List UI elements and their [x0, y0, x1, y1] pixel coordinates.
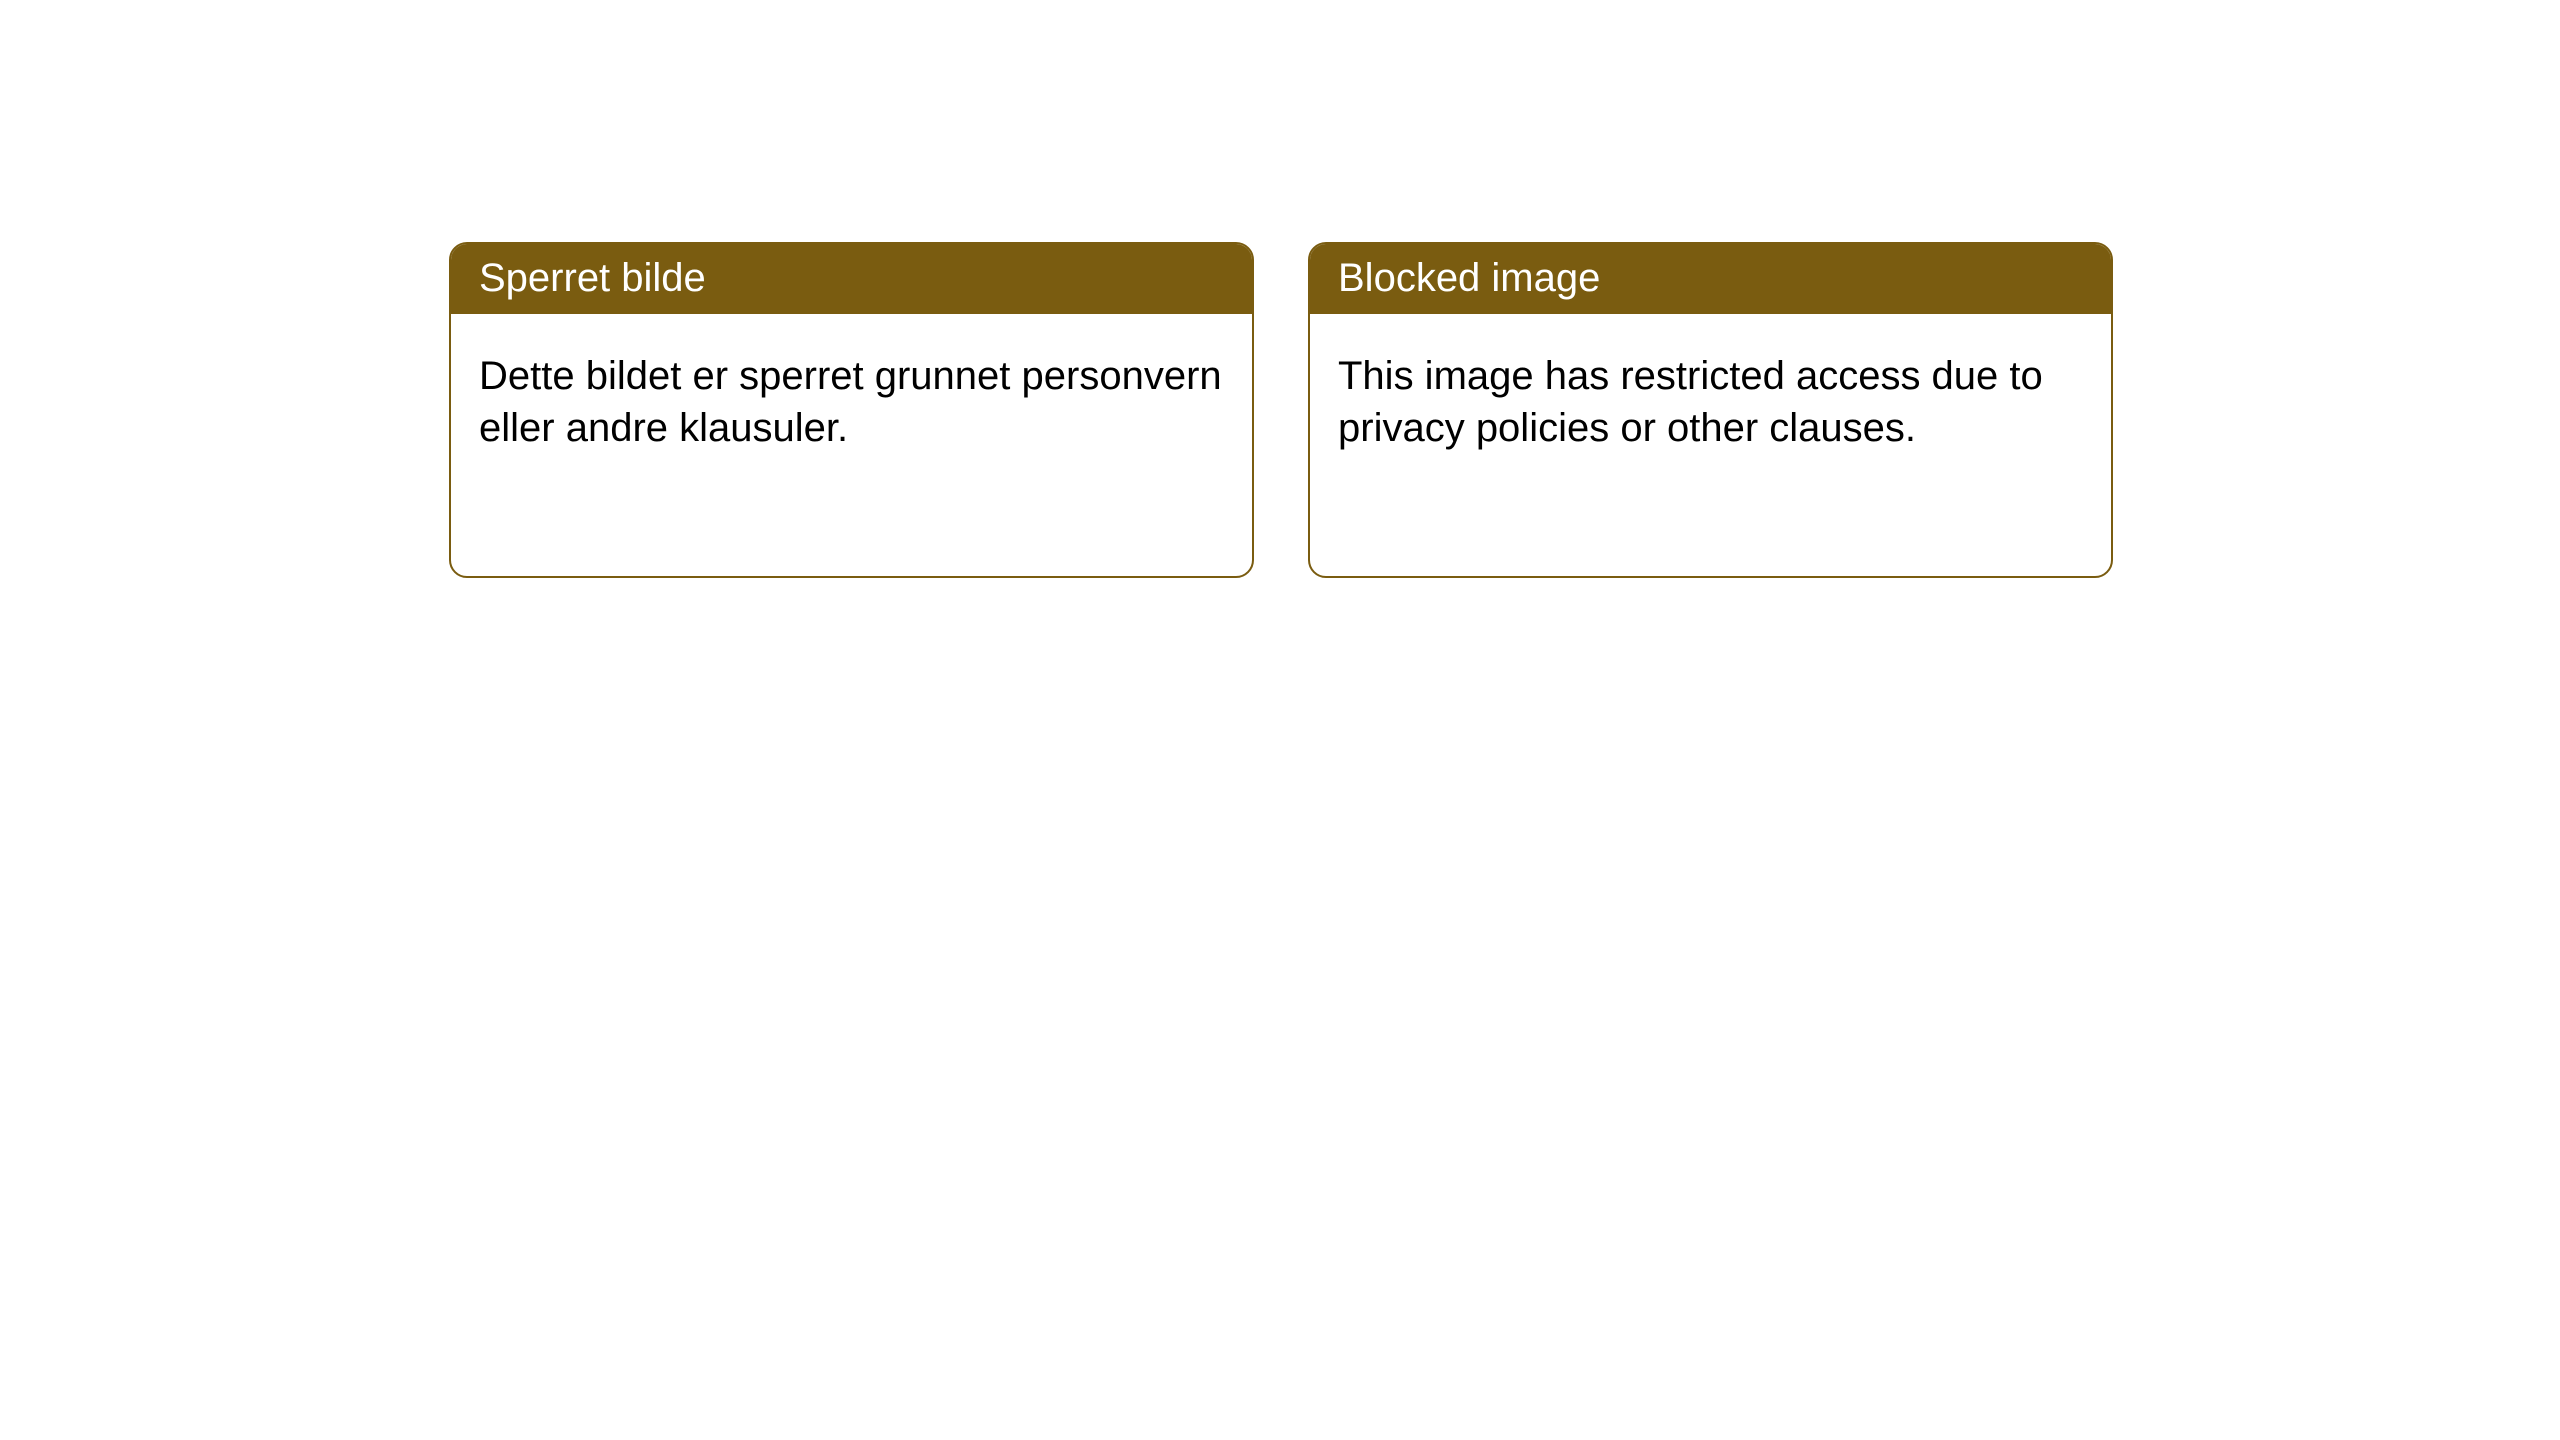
notice-container: Sperret bilde Dette bildet er sperret gr… — [0, 0, 2560, 578]
notice-card-norwegian: Sperret bilde Dette bildet er sperret gr… — [449, 242, 1254, 578]
notice-message-norwegian: Dette bildet er sperret grunnet personve… — [479, 354, 1222, 450]
notice-title-english: Blocked image — [1338, 256, 1600, 300]
notice-card-english: Blocked image This image has restricted … — [1308, 242, 2113, 578]
notice-header-norwegian: Sperret bilde — [451, 244, 1252, 314]
notice-header-english: Blocked image — [1310, 244, 2111, 314]
notice-message-english: This image has restricted access due to … — [1338, 354, 2043, 450]
notice-body-english: This image has restricted access due to … — [1310, 314, 2111, 482]
notice-title-norwegian: Sperret bilde — [479, 256, 706, 300]
notice-body-norwegian: Dette bildet er sperret grunnet personve… — [451, 314, 1252, 482]
